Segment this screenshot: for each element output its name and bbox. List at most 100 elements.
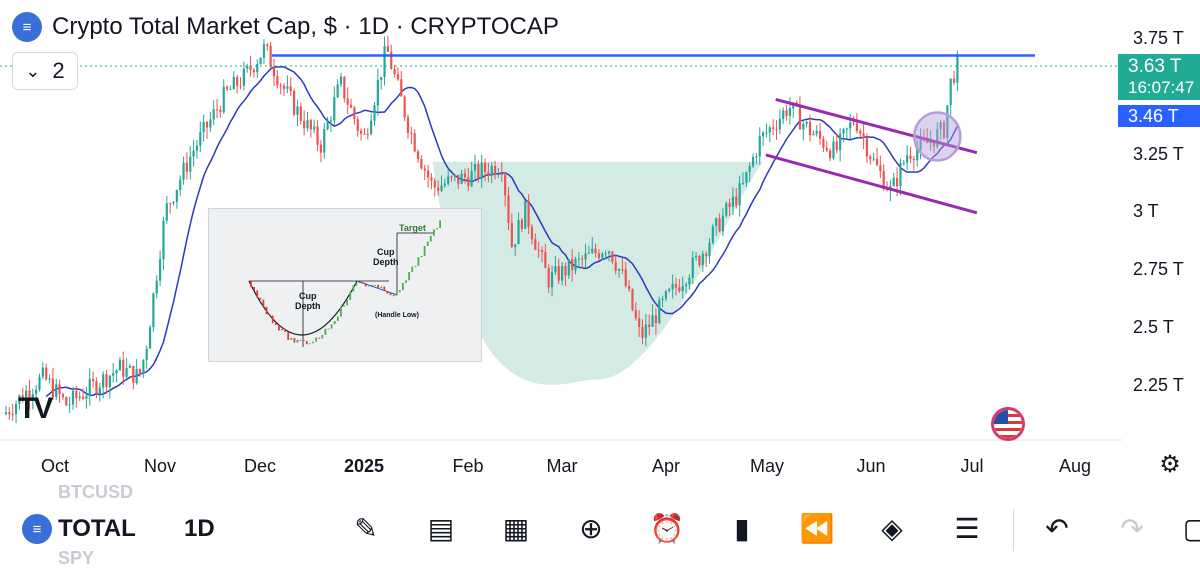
more-icon[interactable]: ▢ [1182, 513, 1200, 544]
chart-bars-icon[interactable]: ▤ [427, 513, 455, 544]
layers-icon[interactable]: ◈ [881, 513, 903, 544]
alarm-clock-icon[interactable]: ⏰ [649, 513, 685, 544]
grid-icon[interactable]: ▦ [502, 513, 530, 544]
candle-body [644, 324, 647, 338]
candle-body [380, 76, 383, 80]
candle-body [366, 133, 369, 135]
inset-candle [439, 220, 441, 229]
candle-body [31, 394, 34, 399]
candle-body [433, 180, 436, 188]
candle-body [782, 110, 785, 119]
candle-body [855, 123, 858, 132]
candles-icon[interactable]: ▮ [734, 513, 750, 544]
inset-candle [256, 290, 259, 298]
candle-body [534, 239, 537, 250]
inset-candle [383, 286, 386, 292]
candle-body [812, 133, 815, 136]
candle-body [601, 253, 604, 258]
inset-candle [302, 339, 305, 342]
candle-body [236, 77, 239, 86]
time-label: Jun [856, 456, 886, 476]
candle-body [691, 257, 694, 278]
price-chart[interactable] [0, 0, 1200, 497]
inset-candle [349, 291, 352, 301]
interval-button[interactable]: 1D [184, 515, 215, 542]
candle-body [122, 359, 125, 377]
candle-body [648, 324, 651, 327]
settings-icon[interactable]: ⚙ [1159, 451, 1181, 478]
candle-body [614, 262, 617, 271]
candle-body [932, 141, 936, 147]
candle-body [571, 258, 574, 271]
candle-body [296, 106, 299, 115]
candle-body [256, 63, 259, 73]
redo-icon[interactable]: ↷ [1120, 513, 1144, 544]
inset-candle [346, 300, 348, 306]
cup-shape-drawing[interactable] [432, 161, 763, 385]
inset-label-cup-depth: Cup Depth [295, 291, 321, 311]
inset-candle [414, 265, 417, 267]
time-label: Dec [243, 456, 277, 476]
candle-body [473, 163, 477, 171]
candle-body [494, 165, 497, 176]
us-flag-icon[interactable] [991, 407, 1025, 441]
candle-body [942, 122, 946, 138]
symbol-button[interactable]: TOTAL [58, 515, 136, 542]
candle-body [269, 46, 272, 68]
candle-body [517, 219, 520, 245]
candle-body [751, 156, 755, 167]
candle-body [443, 183, 446, 186]
candle-body [651, 315, 654, 327]
candle-body [463, 173, 467, 178]
last-price-value: 3.63 T [1128, 56, 1182, 77]
annotations[interactable] [272, 54, 1035, 215]
candle-body [842, 129, 845, 134]
candle-body [524, 200, 527, 229]
inset-candle [343, 305, 345, 307]
candle-body [587, 252, 590, 254]
candle-body [453, 174, 456, 177]
candle-body [386, 46, 389, 52]
candle-body [259, 57, 262, 64]
candle-body [155, 280, 158, 294]
crypto-logo-icon: ≡ [12, 12, 42, 42]
candle-body [95, 381, 98, 394]
candle-body [808, 121, 812, 136]
candle-body [849, 122, 852, 129]
candle-body [323, 129, 326, 153]
cup-and-handle-diagram [248, 220, 441, 347]
candle-body [51, 378, 54, 398]
candle-body [148, 327, 152, 349]
cup-and-handle-reference-image: Cup Depth Cup Depth Target (Handle Low) [208, 208, 482, 362]
candle-body [865, 138, 869, 157]
inset-candle [259, 297, 262, 300]
candle-body [668, 289, 671, 292]
undo-icon[interactable]: ↶ [1045, 513, 1069, 544]
candle-body [946, 105, 949, 138]
inset-candle [402, 282, 404, 291]
candle-body [735, 196, 738, 206]
candle-body [678, 287, 681, 292]
candle-body [715, 218, 718, 227]
inset-label-target: Target [399, 223, 426, 233]
candle-body [242, 68, 245, 86]
plus-circle-icon[interactable]: ⊕ [579, 513, 603, 544]
candle-body [346, 98, 349, 105]
inset-candle [361, 282, 364, 284]
candle-body [460, 173, 463, 184]
time-label: May [749, 456, 785, 476]
candle-body [628, 285, 631, 290]
pencil-icon[interactable]: ✎ [354, 513, 378, 544]
candle-body [306, 120, 309, 129]
candle-body [728, 203, 731, 207]
sliders-icon[interactable]: ☰ [954, 513, 980, 544]
indicator-toggle-button[interactable]: ⌄ 2 [12, 52, 78, 90]
candle-body [778, 118, 781, 130]
candle-body [195, 145, 199, 151]
candle-body [232, 77, 235, 90]
candle-body [81, 396, 85, 399]
rewind-icon[interactable]: ⏪ [799, 513, 835, 544]
candle-body [758, 136, 761, 157]
inset-candle [436, 228, 438, 230]
candle-body [319, 144, 322, 153]
